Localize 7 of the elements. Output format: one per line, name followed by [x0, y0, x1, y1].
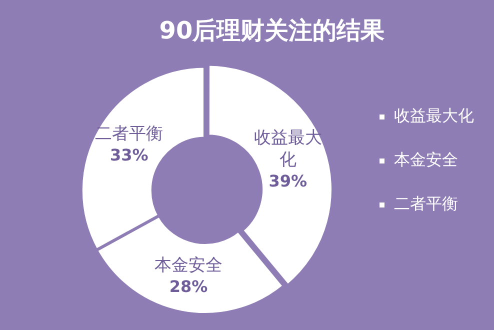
data-label: 收益最大化 39%: [254, 128, 322, 191]
data-label: 本金安全 28%: [154, 255, 222, 296]
chart-title: 90后理财关注的结果: [159, 16, 385, 45]
data-label: 二者平衡 33%: [95, 124, 164, 165]
legend-label: 收益最大化: [394, 106, 474, 126]
legend-label: 本金安全: [394, 150, 458, 170]
legend-label: 二者平衡: [394, 194, 458, 214]
